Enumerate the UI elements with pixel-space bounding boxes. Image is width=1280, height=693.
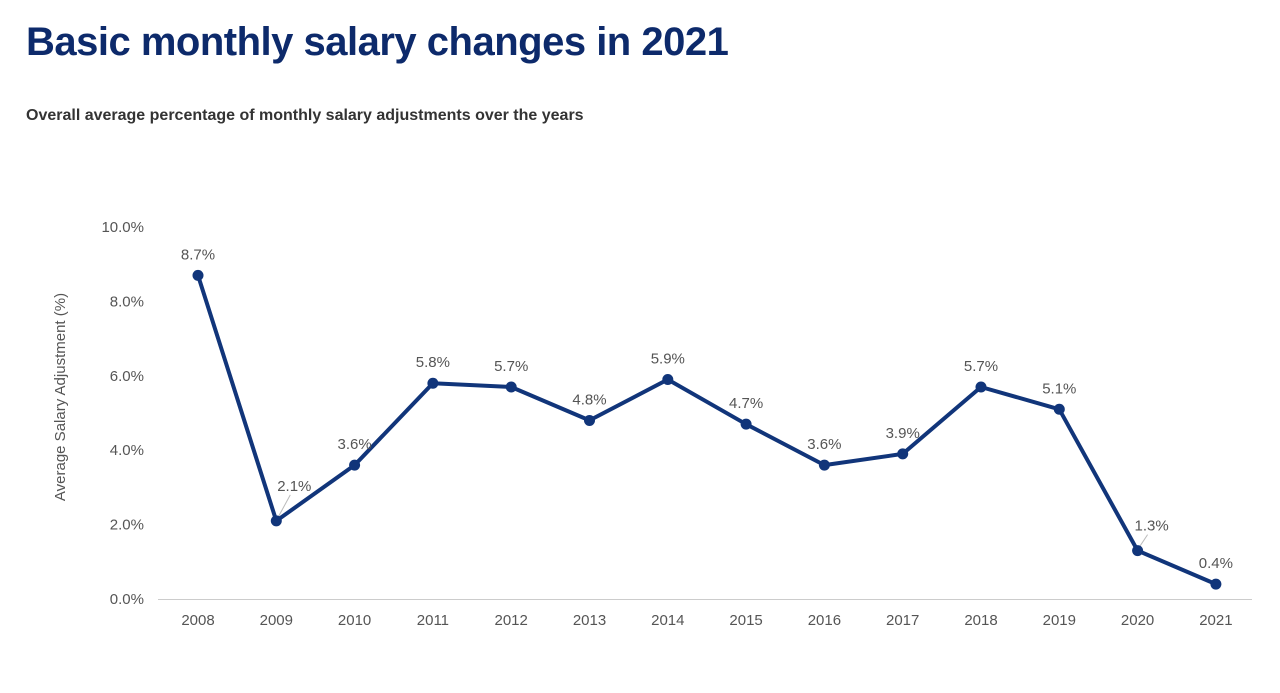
- x-tick-label: 2010: [338, 612, 371, 629]
- series-line: [196, 273, 1218, 587]
- data-label: 5.9%: [651, 351, 685, 368]
- x-tick-label: 2015: [729, 612, 762, 629]
- x-tick-label: 2021: [1199, 612, 1232, 629]
- label-connector: [277, 494, 291, 518]
- data-point: [427, 377, 439, 389]
- data-point: [662, 374, 674, 386]
- y-axis-ticks: 0.0% 2.0% 4.0% 6.0% 8.0% 10.0%: [101, 219, 144, 608]
- chart-subtitle: Overall average percentage of monthly sa…: [26, 107, 584, 124]
- data-point: [897, 448, 909, 460]
- data-point: [1132, 545, 1144, 557]
- data-label: 3.6%: [807, 436, 841, 453]
- x-tick-label: 2009: [260, 612, 293, 629]
- data-point: [740, 418, 752, 430]
- x-tick-label: 2008: [181, 612, 214, 629]
- x-tick-label: 2018: [964, 612, 997, 629]
- chart-title: Basic monthly salary changes in 2021: [26, 20, 729, 64]
- data-label: 3.9%: [886, 425, 920, 442]
- x-tick-label: 2013: [573, 612, 606, 629]
- y-tick-label: 4.0%: [110, 442, 144, 459]
- data-label: 5.7%: [964, 358, 998, 375]
- x-tick-label: 2012: [495, 612, 528, 629]
- data-label: 5.8%: [416, 354, 450, 371]
- x-tick-label: 2020: [1121, 612, 1154, 629]
- y-tick-label: 8.0%: [110, 293, 144, 310]
- data-point: [584, 414, 595, 426]
- data-label: 4.8%: [572, 391, 606, 408]
- y-tick-label: 2.0%: [110, 517, 144, 534]
- data-labels: 8.7% 2.1% 3.6% 5.8% 5.7% 4.8% 5.9% 4.7% 3.6% 3.9%…: [181, 246, 1233, 572]
- x-tick-label: 2011: [417, 612, 449, 629]
- data-point: [818, 459, 830, 471]
- y-tick-label: 6.0%: [110, 368, 144, 385]
- y-tick-label: 0.0%: [110, 591, 144, 608]
- data-points: [192, 269, 1222, 590]
- data-label: 0.4%: [1199, 555, 1233, 572]
- data-point: [270, 515, 282, 527]
- data-label: 3.6%: [337, 436, 371, 453]
- data-label: 4.7%: [729, 395, 763, 412]
- x-tick-label: 2019: [1043, 612, 1076, 629]
- data-label: 5.7%: [494, 358, 528, 375]
- data-label: 8.7%: [181, 246, 215, 263]
- x-tick-label: 2016: [808, 612, 841, 629]
- data-point: [1053, 403, 1065, 415]
- data-point: [1210, 578, 1222, 590]
- data-point: [192, 269, 204, 281]
- data-label: 1.3%: [1134, 518, 1168, 535]
- data-point: [349, 459, 361, 471]
- data-label: 2.1%: [277, 478, 311, 495]
- x-axis-ticks: 2008 2009 2010 2011 2012 2013 2014 2015 2016 2017…: [181, 612, 1232, 629]
- y-tick-label: 10.0%: [101, 219, 144, 236]
- x-tick-label: 2017: [886, 612, 919, 629]
- y-axis-title: Average Salary Adjustment (%): [52, 293, 69, 501]
- label-connectors: [277, 494, 1149, 547]
- data-label: 5.1%: [1042, 380, 1076, 397]
- label-connector: [1139, 534, 1149, 547]
- data-point: [975, 381, 987, 393]
- data-point: [505, 381, 517, 393]
- x-tick-label: 2014: [651, 612, 684, 629]
